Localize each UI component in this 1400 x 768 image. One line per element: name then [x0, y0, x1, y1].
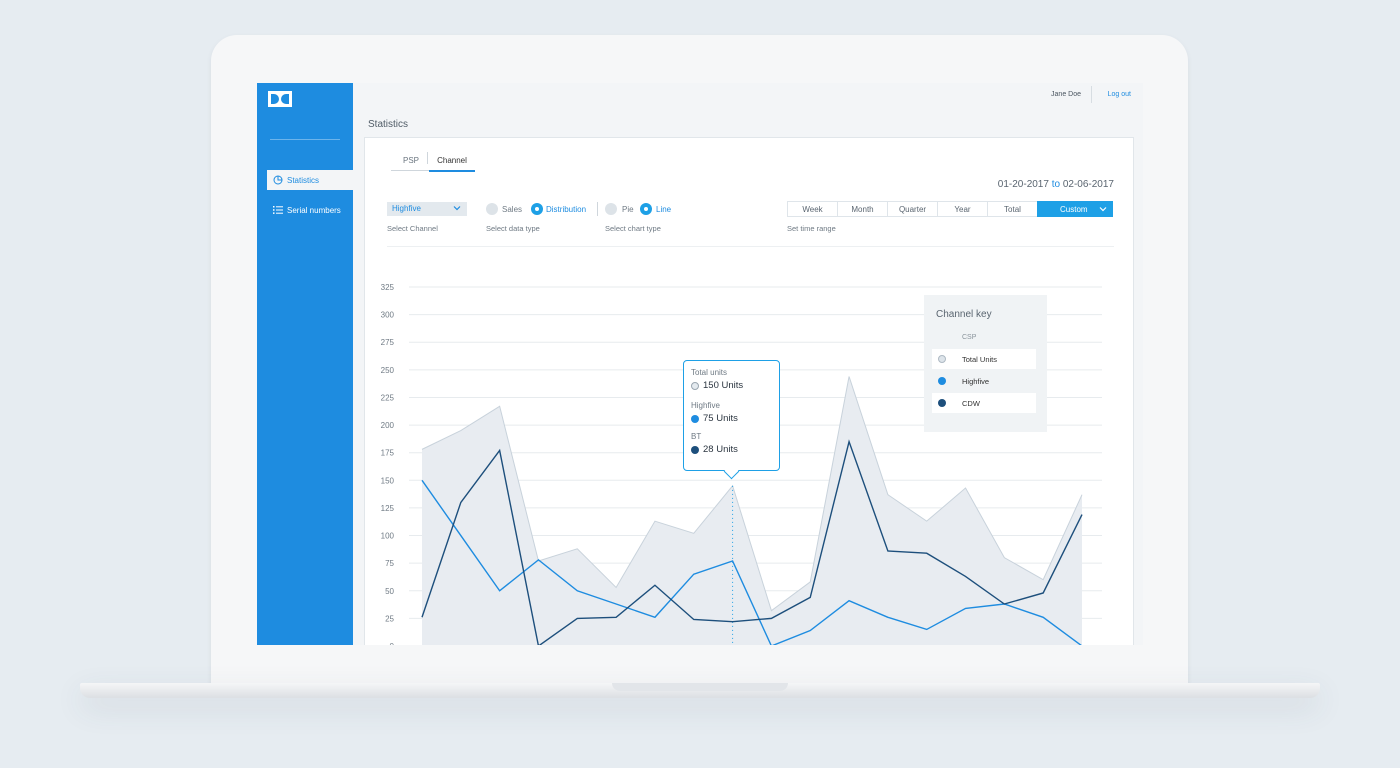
range-quarter[interactable]: Quarter	[887, 201, 937, 217]
y-tick-label: 0	[390, 642, 395, 645]
chevron-down-icon	[453, 206, 461, 211]
y-tick-label: 100	[381, 532, 395, 541]
legend-label: Highfive	[962, 377, 990, 386]
radio-pie-label: Pie	[622, 205, 634, 214]
series-cdw-line	[421, 439, 1083, 645]
tooltip-highfive-label: Highfive	[691, 401, 720, 410]
top-bar: Jane Doe Log out	[353, 83, 1143, 107]
y-tick-label: 275	[381, 338, 395, 347]
radio-sales[interactable]	[486, 203, 498, 215]
radio-line[interactable]	[640, 203, 652, 215]
series-highfive-line	[421, 479, 1082, 645]
y-tick-label: 175	[381, 449, 395, 458]
bt-dot	[691, 445, 699, 454]
header-divider	[1091, 86, 1092, 103]
radio-distribution[interactable]	[531, 203, 543, 215]
range-year[interactable]: Year	[937, 201, 987, 217]
sidebar-item-serial-numbers[interactable]: Serial numbers	[267, 200, 353, 220]
legend-item-highfive[interactable]: Highfive	[932, 371, 1036, 391]
range-week[interactable]: Week	[787, 201, 837, 217]
time-range-label: Set time range	[787, 224, 836, 233]
channel-select-label: Select Channel	[387, 224, 438, 233]
legend-label: CDW	[962, 399, 980, 408]
logout-link[interactable]: Log out	[1107, 91, 1131, 98]
range-custom[interactable]: Custom	[1037, 201, 1113, 217]
chart-tooltip: Total units 150 Units Highfive 75 Units …	[683, 360, 780, 471]
y-tick-label: 225	[381, 393, 395, 402]
tooltip-value: 75 Units	[703, 413, 738, 424]
y-tick-label: 250	[381, 366, 395, 375]
channel-key-title: Channel key	[936, 309, 992, 320]
sidebar-item-statistics[interactable]: Statistics	[267, 170, 353, 190]
pie-chart-icon	[273, 175, 283, 185]
tooltip-value: 28 Units	[703, 444, 738, 455]
channel-key: Channel key CSP Total Units Highfive CDW	[924, 295, 1047, 432]
total-units-dot	[691, 381, 699, 390]
sidebar-divider	[270, 139, 340, 140]
tab-psp[interactable]: PSP	[391, 156, 431, 171]
content-card: PSP Channel 01-20-2017 to 02-06-2017 Hig…	[364, 137, 1134, 645]
range-total[interactable]: Total	[987, 201, 1037, 217]
laptop-notch	[612, 683, 788, 691]
radio-distribution-label: Distribution	[546, 205, 587, 214]
radio-line-label: Line	[656, 205, 672, 214]
list-icon	[273, 206, 283, 214]
data-type-label: Select data type	[486, 224, 540, 233]
app-screen: Statistics Serial numbers Jane Doe Log o…	[257, 83, 1143, 645]
legend-label: Total Units	[962, 355, 998, 364]
tooltip-highfive-value: 75 Units	[691, 413, 738, 424]
radio-pie[interactable]	[605, 203, 617, 215]
tooltip-bt-label: BT	[691, 432, 702, 441]
y-tick-label: 300	[381, 311, 395, 320]
chart-type-label: Select chart type	[605, 224, 661, 233]
channel-key-subtitle: CSP	[962, 334, 977, 341]
y-tick-label: 325	[381, 283, 395, 292]
sidebar-item-label: Serial numbers	[287, 205, 341, 215]
tooltip-bt-value: 28 Units	[691, 444, 738, 455]
series-total-units-area	[422, 376, 1082, 645]
sidebar: Statistics Serial numbers	[257, 83, 353, 645]
y-tick-label: 50	[385, 587, 394, 596]
y-tick-label: 200	[381, 421, 395, 430]
legend-item-total-units[interactable]: Total Units	[932, 349, 1036, 369]
radio-sales-label: Sales	[502, 205, 523, 214]
date-to: 02-06-2017	[1062, 179, 1114, 190]
highfive-dot	[691, 414, 699, 423]
sidebar-item-label: Statistics	[287, 175, 320, 185]
date-from: 01-20-2017	[997, 179, 1049, 190]
user-name[interactable]: Jane Doe	[1051, 91, 1081, 98]
legend-item-cdw[interactable]: CDW	[932, 393, 1036, 413]
time-range-selector: Week Month Quarter Year Total Custom	[787, 201, 1113, 217]
tab-divider	[427, 152, 428, 164]
y-tick-label: 150	[381, 476, 395, 485]
y-tick-label: 25	[385, 614, 394, 623]
cdw-swatch	[938, 399, 946, 407]
channel-select-value: Highfive	[392, 204, 421, 213]
range-month[interactable]: Month	[837, 201, 887, 217]
tab-channel[interactable]: Channel	[429, 156, 475, 172]
controls-divider	[597, 202, 598, 216]
controls-divider-line	[387, 246, 1114, 247]
tooltip-total-label: Total units	[691, 368, 728, 377]
chevron-down-icon	[1099, 207, 1107, 212]
series-total-units-line	[421, 376, 1083, 612]
range-custom-label: Custom	[1060, 204, 1088, 214]
date-to-word: to	[1051, 179, 1061, 190]
total-units-swatch	[938, 355, 946, 363]
date-range[interactable]: 01-20-2017 to 02-06-2017	[998, 179, 1114, 190]
highfive-swatch	[938, 377, 946, 385]
tooltip-value: 150 Units	[703, 380, 744, 391]
y-tick-label: 75	[385, 559, 394, 568]
channel-select[interactable]: Highfive	[387, 202, 467, 216]
y-tick-label: 125	[381, 504, 395, 513]
dolby-logo-icon[interactable]	[268, 91, 292, 107]
tooltip-total-value: 150 Units	[691, 380, 743, 391]
page-title: Statistics	[368, 119, 409, 130]
